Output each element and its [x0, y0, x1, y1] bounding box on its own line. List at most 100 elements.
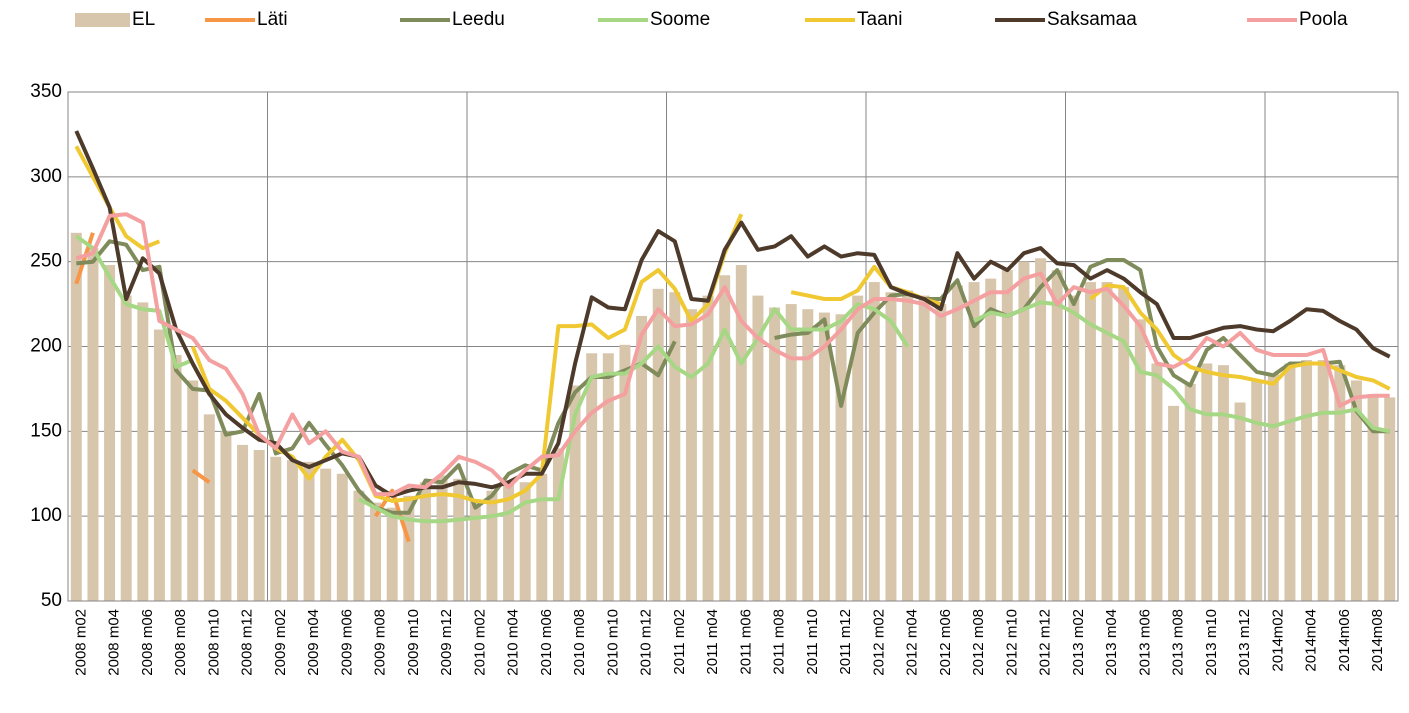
- bar: [153, 329, 165, 601]
- bar: [486, 490, 498, 601]
- bar: [1068, 295, 1080, 601]
- bar: [120, 295, 132, 601]
- x-tick-label: 2012 m06: [937, 609, 954, 676]
- x-tick-label: 2008 m06: [139, 609, 156, 676]
- x-tick-label: 2009 m10: [405, 609, 422, 676]
- bar: [1334, 365, 1346, 601]
- x-tick-label: 2009 m04: [305, 609, 322, 676]
- x-tick-label: 2011 m12: [837, 609, 854, 675]
- bar: [852, 295, 864, 601]
- legend-label: Saksamaa: [1047, 9, 1137, 30]
- x-tick-label: 2012 m04: [904, 609, 921, 676]
- bar: [1350, 380, 1362, 601]
- y-tick-label: 50: [41, 590, 62, 611]
- bar: [1118, 287, 1130, 601]
- bar: [453, 478, 465, 601]
- x-tick-label: 2008 m12: [239, 609, 256, 676]
- bar: [1035, 258, 1047, 601]
- bar: [735, 265, 747, 601]
- plot-border: [67, 91, 1399, 602]
- x-tick-label: 2012 m02: [870, 609, 887, 676]
- y-tick-label: 200: [30, 336, 62, 357]
- line: [191, 468, 211, 484]
- x-tick-label: 2009 m12: [438, 609, 455, 676]
- x-tick-label: 2014m06: [1336, 609, 1353, 672]
- bar: [70, 232, 82, 601]
- bar: [818, 312, 830, 601]
- x-tick-label: 2009 m08: [372, 609, 389, 676]
- x-tick-label: 2010 m02: [471, 609, 488, 676]
- bar: [885, 292, 897, 601]
- bar: [1284, 363, 1296, 601]
- x-tick-label: 2010 m10: [604, 609, 621, 676]
- x-tick-label: 2012 m10: [1003, 609, 1020, 676]
- bar: [802, 309, 814, 601]
- bar: [1367, 394, 1379, 601]
- bar: [1134, 319, 1146, 601]
- x-tick-label: 2013 m12: [1236, 609, 1253, 676]
- bar: [935, 304, 947, 601]
- y-tick-label: 100: [30, 505, 62, 526]
- line: [75, 212, 1390, 497]
- legend-label: Leedu: [452, 9, 505, 30]
- line: [75, 234, 194, 369]
- bar: [602, 353, 614, 601]
- x-tick-label: 2012 m08: [970, 609, 987, 676]
- legend-label: EL: [132, 9, 155, 30]
- x-tick-label: 2008 m02: [72, 609, 89, 676]
- bar: [370, 502, 382, 601]
- bar: [636, 315, 648, 601]
- bar: [669, 292, 681, 601]
- bar: [270, 456, 282, 601]
- legend-label: Läti: [257, 9, 288, 30]
- x-tick-label: 2013 m10: [1203, 609, 1220, 676]
- bar: [569, 385, 581, 601]
- bar: [985, 278, 997, 601]
- bar: [619, 344, 631, 601]
- bar: [469, 499, 481, 601]
- bar: [403, 495, 415, 601]
- y-tick-label: 300: [30, 166, 62, 187]
- bar: [286, 460, 298, 601]
- x-tick-label: 2011 m02: [671, 609, 688, 675]
- x-tick-label: 2008 m08: [172, 609, 189, 676]
- bar: [586, 353, 598, 601]
- bar: [1101, 282, 1113, 601]
- line: [74, 232, 95, 285]
- bar: [1267, 373, 1279, 601]
- line: [74, 130, 1391, 498]
- x-tick-label: 2013 m02: [1070, 609, 1087, 676]
- x-tick-label: 2010 m12: [638, 609, 655, 676]
- y-tick-label: 150: [30, 420, 62, 441]
- x-tick-label: 2013 m08: [1170, 609, 1187, 676]
- bar: [386, 507, 398, 601]
- bar: [1317, 360, 1329, 601]
- bar: [220, 431, 232, 601]
- bar: [918, 295, 930, 601]
- bar: [719, 275, 731, 601]
- bar: [835, 314, 847, 601]
- legend-label: Poola: [1299, 9, 1348, 30]
- line: [973, 300, 1391, 434]
- bar: [1301, 360, 1313, 601]
- bar: [170, 354, 182, 601]
- bar: [1201, 363, 1213, 601]
- bar: [752, 295, 764, 601]
- bar: [419, 482, 431, 601]
- bar: [1184, 383, 1196, 601]
- line: [1089, 283, 1391, 391]
- x-tick-label: 2014m04: [1303, 609, 1320, 672]
- bar: [785, 304, 797, 601]
- y-tick-label: 350: [30, 81, 62, 102]
- x-tick-label: 2010 m06: [538, 609, 555, 676]
- x-tick-label: 2011 m10: [804, 609, 821, 675]
- bar: [552, 448, 564, 601]
- bar: [336, 473, 348, 601]
- legend-label: Taani: [857, 9, 902, 30]
- bar: [303, 461, 315, 601]
- bar: [436, 475, 448, 601]
- x-tick-label: 2008 m04: [106, 609, 123, 676]
- bar: [1251, 380, 1263, 601]
- bar: [536, 473, 548, 601]
- bar: [1234, 402, 1246, 601]
